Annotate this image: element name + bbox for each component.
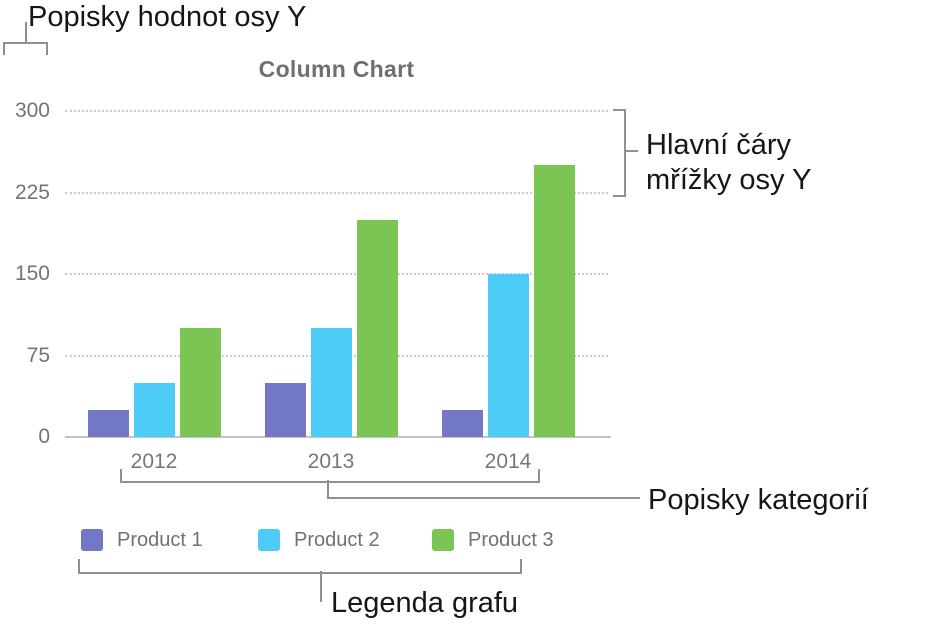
callout-category-labels-text: Popisky kategorií	[648, 484, 869, 516]
callout-category-labels-connector	[329, 497, 640, 499]
legend-swatch-3	[432, 529, 454, 551]
bar-product-3-2014	[533, 165, 575, 437]
bar-product-2-2012	[133, 382, 175, 437]
bar-product-2-2014	[487, 274, 529, 437]
callout-y-value-labels-bracket	[3, 42, 48, 55]
bar-product-1-2014	[441, 409, 483, 437]
y-tick-label-75: 75	[26, 343, 50, 367]
bar-product-3-2012	[179, 328, 221, 437]
callout-y-value-labels-stem	[25, 22, 27, 43]
category-label-2012: 2012	[130, 450, 178, 473]
legend-swatch-2	[258, 529, 280, 551]
legend-label-1: Product 1	[117, 529, 203, 551]
callout-y-gridlines-tick	[624, 150, 638, 152]
category-label-2013: 2013	[307, 450, 355, 473]
callout-y-value-labels-text: Popisky hodnot osy Y	[28, 1, 307, 33]
gridline-225	[65, 191, 608, 194]
bar-product-1-2012	[87, 409, 129, 437]
legend-label-2: Product 2	[294, 529, 380, 551]
callout-y-gridlines-text: Hlavní čáry mřížky osy Y	[646, 129, 812, 196]
callout-legend-text: Legenda grafu	[331, 587, 519, 619]
x-axis-line	[65, 436, 611, 438]
gridline-150	[65, 273, 608, 275]
y-tick-label-150: 150	[14, 262, 50, 285]
y-tick-label-300: 300	[14, 99, 50, 122]
bar-product-2-2013	[310, 328, 352, 437]
gridline-300	[65, 110, 608, 112]
category-label-2014: 2014	[484, 450, 532, 473]
legend-label-3: Product 3	[468, 529, 554, 551]
callout-category-labels-stem	[327, 480, 329, 499]
y-tick-label-0: 0	[38, 425, 50, 448]
bar-product-1-2013	[264, 382, 306, 437]
bar-product-3-2013	[356, 219, 398, 437]
callout-y-gridlines-bracket	[613, 109, 626, 197]
chart-title: Column Chart	[258, 56, 415, 82]
callout-legend-stem	[320, 571, 322, 602]
callout-category-labels-bracket	[120, 469, 540, 483]
legend-swatch-1	[81, 529, 103, 551]
callout-legend-bracket	[78, 559, 522, 574]
y-tick-label-225: 225	[14, 180, 50, 204]
